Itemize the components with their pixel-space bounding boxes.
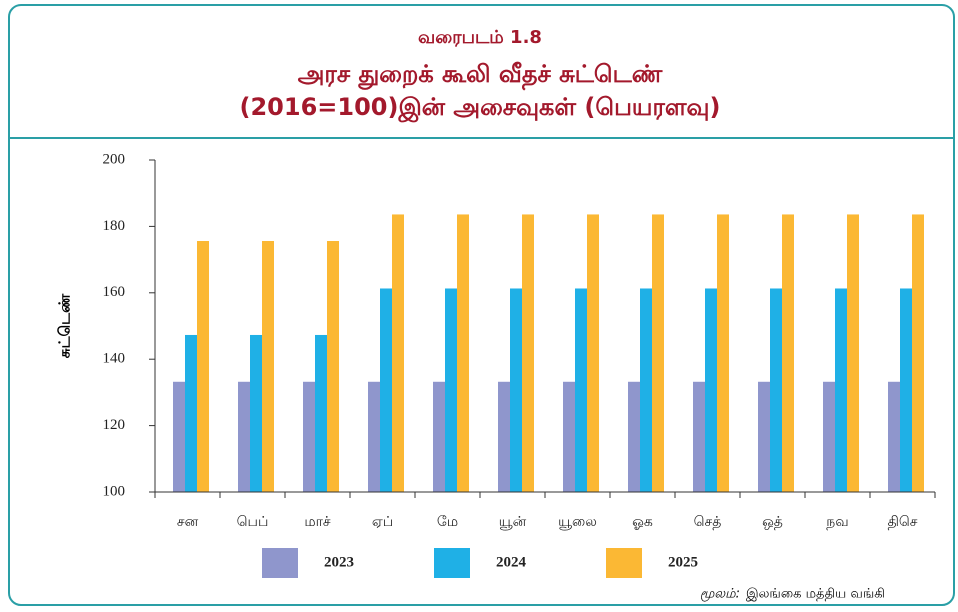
bar [770, 288, 782, 492]
y-tick-label: 160 [103, 284, 126, 300]
x-tick-label: நவ [826, 514, 848, 530]
bar [433, 381, 445, 492]
y-tick-label: 180 [103, 218, 126, 234]
y-tick-label: 140 [103, 351, 126, 367]
bar [652, 214, 664, 492]
legend-swatch [434, 548, 470, 578]
bar [758, 381, 770, 492]
bar [185, 334, 197, 492]
bar [587, 214, 599, 492]
x-tick-label: திசெ [887, 514, 917, 530]
x-tick-label: செத் [694, 514, 722, 530]
bar [327, 241, 339, 492]
chart-title: வரைபடம் 1.8 [418, 27, 542, 48]
bar [250, 334, 262, 492]
x-tick-label: ஓக [632, 514, 653, 530]
bar [173, 381, 185, 492]
bar [522, 214, 534, 492]
bar [392, 214, 404, 492]
bar [823, 381, 835, 492]
bar [445, 288, 457, 492]
x-tick-label: யூன் [499, 514, 527, 530]
bar [575, 288, 587, 492]
y-tick-label: 100 [103, 483, 126, 499]
legend-label: 2024 [496, 554, 527, 570]
x-tick-label: மே [437, 514, 458, 530]
bar [717, 214, 729, 492]
y-tick-label: 120 [103, 417, 126, 433]
x-tick-label: மாச் [304, 514, 331, 530]
bar [315, 334, 327, 492]
bar [563, 381, 575, 492]
bar [782, 214, 794, 492]
source: இலங்கை மத்திய வங்கி [746, 587, 885, 602]
y-axis-label: சுட்டெண் [56, 293, 74, 358]
bar [835, 288, 847, 492]
bar [705, 288, 717, 492]
bar [368, 381, 380, 492]
bar [510, 288, 522, 492]
bar [900, 288, 912, 492]
bar [640, 288, 652, 492]
bar [197, 241, 209, 492]
x-tick-label: சன [177, 514, 199, 530]
x-tick-label: பெப் [237, 514, 269, 530]
legend-swatch [606, 548, 642, 578]
bar [498, 381, 510, 492]
x-tick-label: யூலை [558, 514, 597, 530]
bar [628, 381, 640, 492]
bar [380, 288, 392, 492]
bar [262, 241, 274, 492]
y-tick-label: 200 [103, 151, 126, 167]
bar [693, 381, 705, 492]
legend-swatch [262, 548, 298, 578]
chart-subtitle: (2016=100)இன் அசைவுகள் (பெயரளவு) [240, 93, 721, 123]
bar [847, 214, 859, 492]
legend-label: 2023 [324, 554, 354, 570]
legend-label: 2025 [668, 554, 698, 570]
bar [912, 214, 924, 492]
bar [238, 381, 250, 492]
bar [303, 381, 315, 492]
source-label: மூலம்: [700, 587, 740, 603]
x-tick-label: ஏப் [372, 514, 393, 530]
chart-subtitle: அரச துறைக் கூலி வீதச் சுட்டெண் [298, 60, 663, 91]
bar [457, 214, 469, 492]
bar [888, 381, 900, 492]
x-tick-label: ஒத் [762, 514, 783, 530]
